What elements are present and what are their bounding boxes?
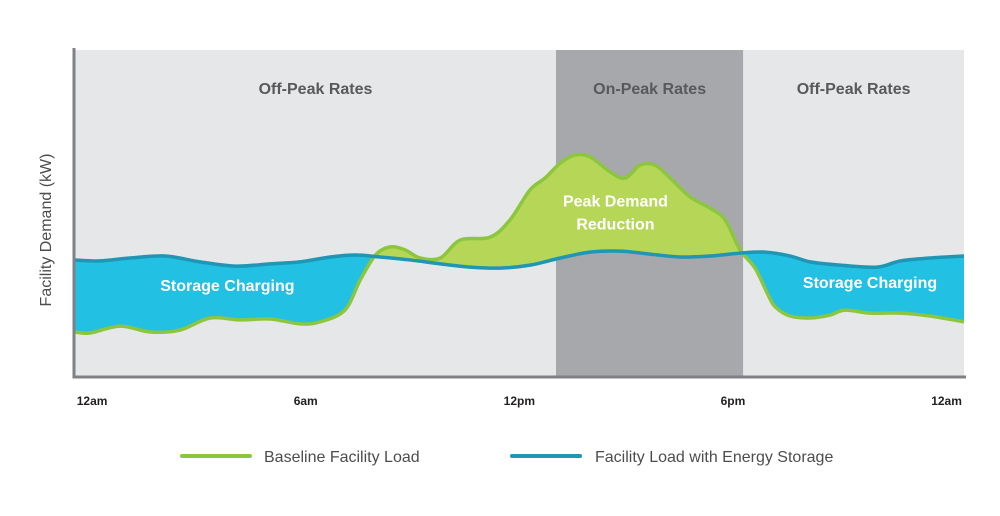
x-tick-label: 12am xyxy=(77,394,108,408)
annotation-label: Peak Demand xyxy=(563,193,668,210)
x-tick-label: 12pm xyxy=(504,394,535,408)
x-tick-label: 6am xyxy=(294,394,318,408)
annotation-label: Storage Charging xyxy=(160,278,294,295)
rate-period-label: On-Peak Rates xyxy=(593,81,706,98)
legend: Baseline Facility Load Facility Load wit… xyxy=(180,449,833,466)
annotation-label: Reduction xyxy=(576,216,654,233)
storage-load-line xyxy=(74,249,965,270)
baseline-load-line xyxy=(74,152,965,336)
annotations: Storage Charging Storage Charging Peak Dem… xyxy=(160,193,937,295)
x-tick-label: 6pm xyxy=(721,394,746,408)
rate-period-labels: Off-Peak Rates On-Peak Rates Off-Peak Rate… xyxy=(259,81,911,98)
legend-label-storage: Facility Load with Energy Storage xyxy=(595,449,833,466)
y-axis-label: Facility Demand (kW) xyxy=(38,154,55,307)
rate-band-2 xyxy=(743,50,964,376)
legend-label-baseline: Baseline Facility Load xyxy=(264,449,420,466)
annotation-label: Storage Charging xyxy=(803,275,937,292)
rate-period-label: Off-Peak Rates xyxy=(797,81,911,98)
x-tick-label: 12am xyxy=(931,394,962,408)
rate-period-label: Off-Peak Rates xyxy=(259,81,373,98)
x-tick-labels: 12am 6am 12pm 6pm 12am xyxy=(77,394,962,408)
